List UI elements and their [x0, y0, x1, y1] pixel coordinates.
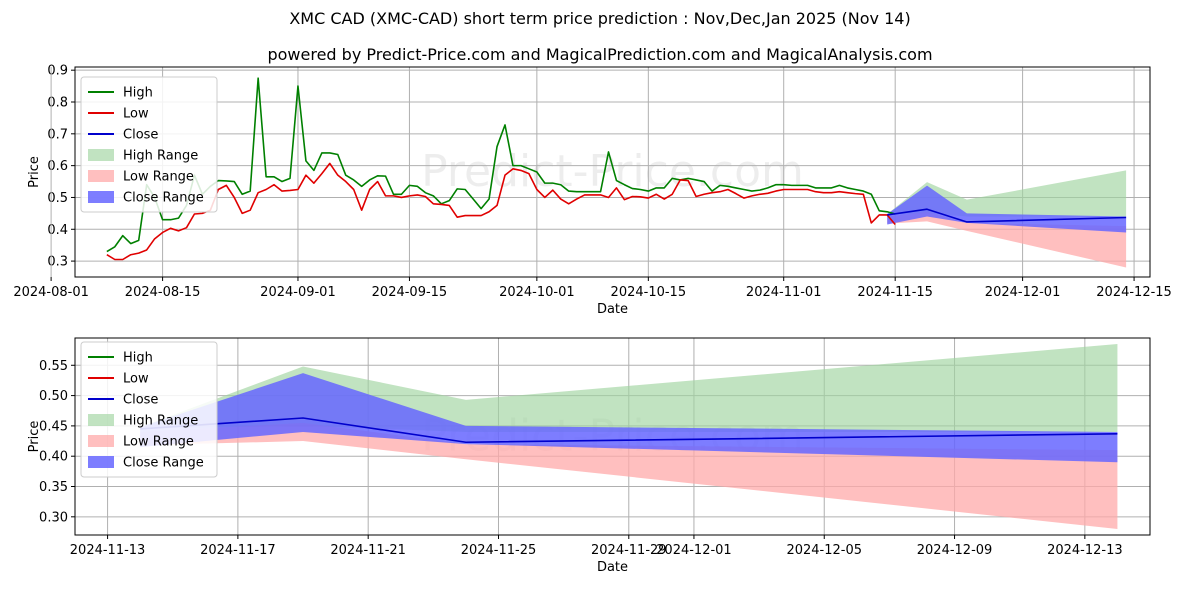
forecast-chart: Predict-Price.com0.300.350.400.450.500.5… — [27, 337, 1151, 575]
y-tick-label: 0.7 — [47, 127, 68, 142]
legend-swatch — [88, 149, 114, 161]
axes-frame — [74, 66, 1151, 278]
x-tick-label: 2024-08-15 — [125, 285, 201, 300]
legend-label: Close — [123, 393, 158, 408]
high-series-line — [106, 77, 896, 253]
y-tick-label: 0.4 — [47, 223, 68, 238]
legend-box — [80, 341, 218, 478]
legend-swatch — [88, 170, 114, 182]
x-tick-label: 2024-11-13 — [70, 543, 146, 558]
x-tick-label: 2024-10-01 — [499, 285, 575, 300]
legend-label: Low Range — [123, 435, 194, 450]
x-tick-label: 2024-12-01 — [656, 543, 732, 558]
y-tick-label: 0.3 — [47, 255, 68, 270]
x-tick-label: 2024-12-01 — [985, 285, 1061, 300]
x-tick-label: 2024-12-05 — [786, 543, 862, 558]
chart-subtitle: powered by Predict-Price.com and Magical… — [267, 45, 933, 64]
legend-label: Close — [123, 128, 158, 143]
y-tick-label: 0.30 — [39, 510, 68, 525]
y-tick-label: 0.8 — [47, 96, 68, 111]
x-tick-label: 2024-08-01 — [13, 285, 89, 300]
legend-box — [80, 76, 218, 213]
legend-label: High Range — [123, 414, 198, 429]
x-tick-label: 2024-12-09 — [917, 543, 993, 558]
y-tick-label: 0.50 — [39, 389, 68, 404]
y-axis-label: Price — [27, 156, 42, 188]
axes-frame — [74, 337, 1151, 536]
x-axis-label: Date — [597, 560, 628, 575]
history-chart: Predict-Price.com0.30.40.50.60.70.80.920… — [13, 64, 1172, 317]
x-tick-label: 2024-11-29 — [591, 543, 667, 558]
legend-label: Low — [123, 372, 149, 387]
x-tick-label: 2024-11-15 — [857, 285, 933, 300]
y-tick-label: 0.40 — [39, 450, 68, 465]
y-tick-label: 0.55 — [39, 359, 68, 374]
x-tick-label: 2024-11-25 — [461, 543, 537, 558]
legend-label: Close Range — [123, 191, 204, 206]
legend-label: High — [123, 351, 153, 366]
y-tick-label: 0.5 — [47, 191, 68, 206]
x-tick-label: 2024-11-17 — [200, 543, 276, 558]
x-tick-label: 2024-11-21 — [330, 543, 406, 558]
legend-swatch — [88, 435, 114, 447]
plot-area — [140, 344, 1118, 529]
x-tick-label: 2024-10-15 — [611, 285, 687, 300]
y-tick-label: 0.45 — [39, 419, 68, 434]
legend-label: Close Range — [123, 456, 204, 471]
x-tick-label: 2024-12-15 — [1096, 285, 1172, 300]
y-axis-label: Price — [27, 421, 42, 453]
x-axis-label: Date — [597, 302, 628, 317]
legend-label: High Range — [123, 149, 198, 164]
close-series-line — [887, 208, 1127, 223]
close-series-line — [140, 417, 1118, 444]
chart-title: XMC CAD (XMC-CAD) short term price predi… — [289, 9, 911, 28]
x-tick-label: 2024-12-13 — [1047, 543, 1123, 558]
legend-label: High — [123, 86, 153, 101]
y-tick-label: 0.6 — [47, 159, 68, 174]
close-range-band — [887, 185, 1127, 233]
x-tick-label: 2024-11-01 — [746, 285, 822, 300]
x-tick-label: 2024-09-01 — [260, 285, 336, 300]
y-tick-label: 0.35 — [39, 480, 68, 495]
legend-label: Low Range — [123, 170, 194, 185]
close-range-band — [140, 373, 1118, 463]
legend-label: Low — [123, 107, 149, 122]
legend-swatch — [88, 191, 114, 203]
y-tick-label: 0.9 — [47, 64, 68, 79]
legend-swatch — [88, 414, 114, 426]
legend-swatch — [88, 456, 114, 468]
low-series-line — [106, 162, 896, 261]
plot-area — [106, 77, 1127, 268]
x-tick-label: 2024-09-15 — [372, 285, 448, 300]
